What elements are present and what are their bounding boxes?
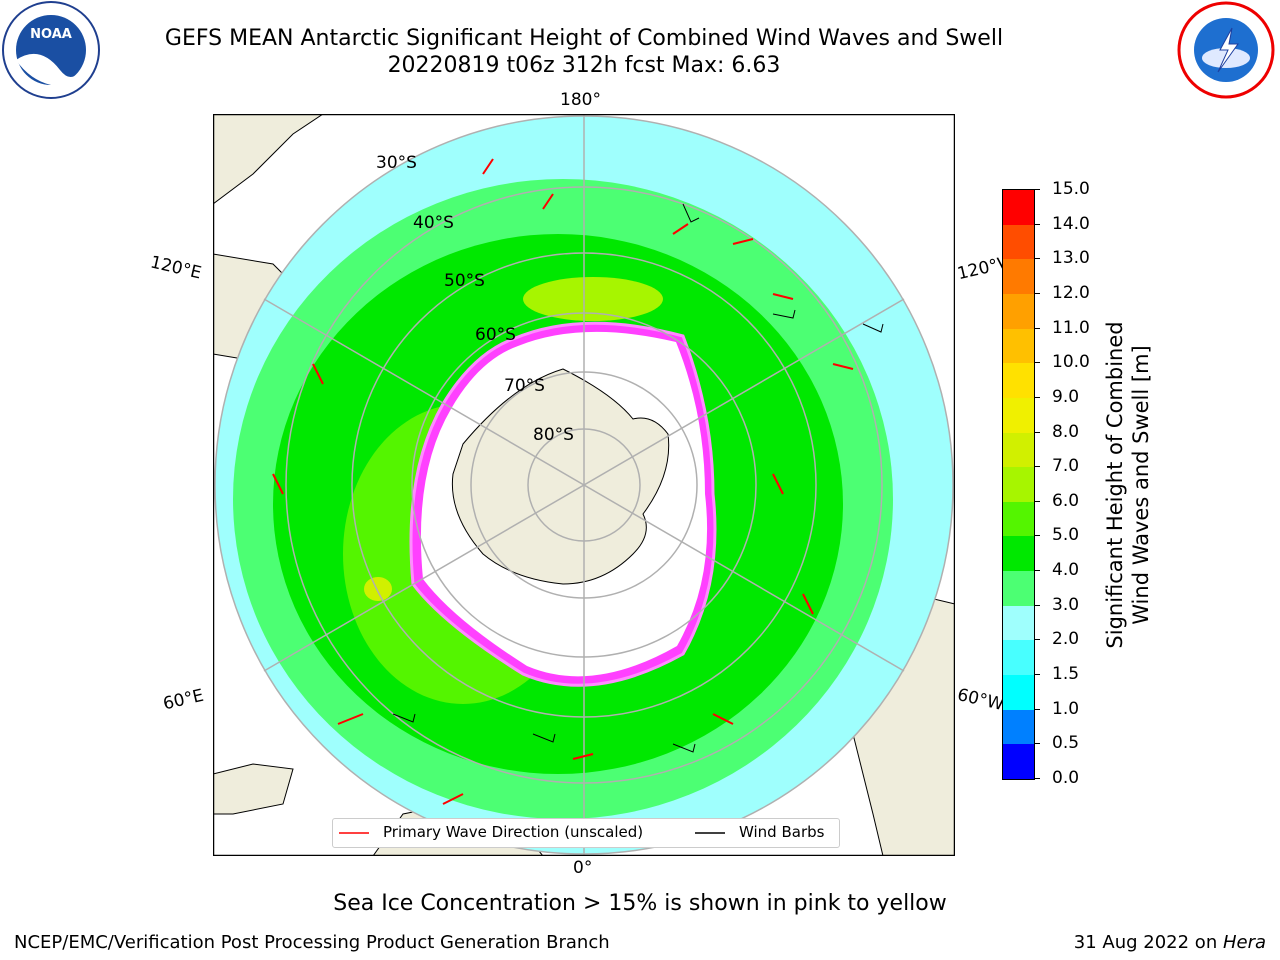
australia-land <box>213 114 324 205</box>
colorbar-tick-mark <box>1034 674 1040 676</box>
colorbar-tick-label: 13.0 <box>1052 248 1090 269</box>
legend-wind-barbs: Wind Barbs <box>739 823 825 841</box>
lat-label-80s: 80°S <box>533 425 574 445</box>
colorbar-tick-label: 0.0 <box>1052 768 1080 788</box>
colorbar-segment <box>1003 501 1034 537</box>
colorbar-tick-mark <box>1034 292 1040 294</box>
lat-label-60s: 60°S <box>475 325 516 345</box>
lat-label-50s: 50°S <box>444 271 485 291</box>
colorbar-segment <box>1003 709 1034 745</box>
lon-label-60e: 60°E <box>161 685 206 715</box>
wave-max-spot <box>364 577 392 601</box>
legend-wave-direction: Primary Wave Direction (unscaled) <box>383 823 644 841</box>
lon-label-60w: 60°W <box>955 684 1006 716</box>
lat-lon-grid <box>214 114 954 856</box>
nws-logo <box>1177 1 1275 99</box>
footer-date: 31 Aug 2022 on Hera <box>1073 932 1266 953</box>
wind-barbs <box>392 203 884 753</box>
noaa-logo: NOAA <box>2 1 100 99</box>
colorbar-tick-mark <box>1034 604 1040 606</box>
wave-band-6to7m <box>523 277 663 321</box>
lon-label-180: 180° <box>560 90 601 110</box>
colorbar-segment <box>1003 328 1034 364</box>
colorbar-tick-label: 0.5 <box>1052 733 1080 754</box>
colorbar-segment <box>1003 640 1034 676</box>
svg-text:NOAA: NOAA <box>30 27 72 42</box>
colorbar-segment <box>1003 675 1034 710</box>
madagascar-africa-land <box>213 763 294 815</box>
colorbar-tick-mark <box>1034 223 1040 225</box>
sea-ice-note: Sea Ice Concentration > 15% is shown in … <box>333 891 947 916</box>
colorbar-tick-label: 8.0 <box>1052 421 1080 442</box>
colorbar-tick-mark <box>1034 639 1040 641</box>
colorbar-tick-mark <box>1034 743 1040 745</box>
colorbar-tick-mark <box>1034 466 1040 468</box>
colorbar-tick-label: 7.0 <box>1052 456 1080 477</box>
colorbar-tick-label: 2.0 <box>1052 629 1080 650</box>
colorbar-tick-mark <box>1034 708 1040 710</box>
colorbar-segment <box>1003 397 1034 433</box>
colorbar-tick-label: 14.0 <box>1052 213 1090 234</box>
colorbar-tick-mark <box>1034 396 1040 398</box>
colorbar-tick-label: 10.0 <box>1052 352 1090 373</box>
lon-label-120e: 120°E <box>148 252 204 284</box>
colorbar-tick-label: 4.0 <box>1052 560 1080 581</box>
colorbar-tick-mark <box>1034 500 1040 502</box>
forecast-subtitle: 20220819 t06z 312h fcst Max: 6.63 <box>387 53 781 78</box>
colorbar-tick-mark <box>1034 778 1040 779</box>
colorbar-tick-mark <box>1034 258 1040 260</box>
colorbar-segment <box>1003 293 1034 329</box>
colorbar-tick-label: 3.0 <box>1052 594 1080 615</box>
colorbar-segment <box>1003 224 1034 260</box>
colorbar-tick-mark <box>1034 535 1040 537</box>
colorbar-segment <box>1003 605 1034 641</box>
lat-label-70s: 70°S <box>504 376 545 396</box>
colorbar-segment <box>1003 432 1034 468</box>
colorbar-tick-mark <box>1034 570 1040 572</box>
footer-credit: NCEP/EMC/Verification Post Processing Pr… <box>14 932 610 953</box>
map-title: GEFS MEAN Antarctic Significant Height o… <box>164 26 1004 51</box>
colorbar-tick-label: 9.0 <box>1052 386 1080 407</box>
colorbar-segment <box>1003 744 1034 779</box>
lon-label-0: 0° <box>573 858 593 878</box>
lat-label-40s: 40°S <box>413 213 454 233</box>
map-legend: Primary Wave Direction (unscaled) Wind B… <box>332 818 840 848</box>
colorbar-segment <box>1003 571 1034 606</box>
colorbar-tick-label: 1.0 <box>1052 698 1080 719</box>
colorbar-tick-mark <box>1034 431 1040 433</box>
colorbar-segment <box>1003 467 1034 502</box>
lat-label-30s: 30°S <box>376 153 417 173</box>
colorbar-tick-label: 5.0 <box>1052 525 1080 546</box>
colorbar-tick-mark <box>1034 189 1040 190</box>
colorbar-tick-label: 1.5 <box>1052 664 1080 685</box>
colorbar-tick-label: 12.0 <box>1052 282 1090 303</box>
colorbar-segment <box>1003 363 1034 398</box>
colorbar-tick-mark <box>1034 327 1040 329</box>
colorbar-tick-label: 6.0 <box>1052 490 1080 511</box>
antarctic-wave-map <box>213 114 955 856</box>
colorbar-segment <box>1003 190 1034 225</box>
colorbar-segment <box>1003 259 1034 294</box>
colorbar <box>1002 189 1035 780</box>
wave-direction-arrows <box>272 158 854 805</box>
colorbar-tick-mark <box>1034 362 1040 364</box>
colorbar-tick-label: 15.0 <box>1052 179 1090 199</box>
colorbar-segment <box>1003 536 1034 572</box>
colorbar-tick-label: 11.0 <box>1052 317 1090 338</box>
